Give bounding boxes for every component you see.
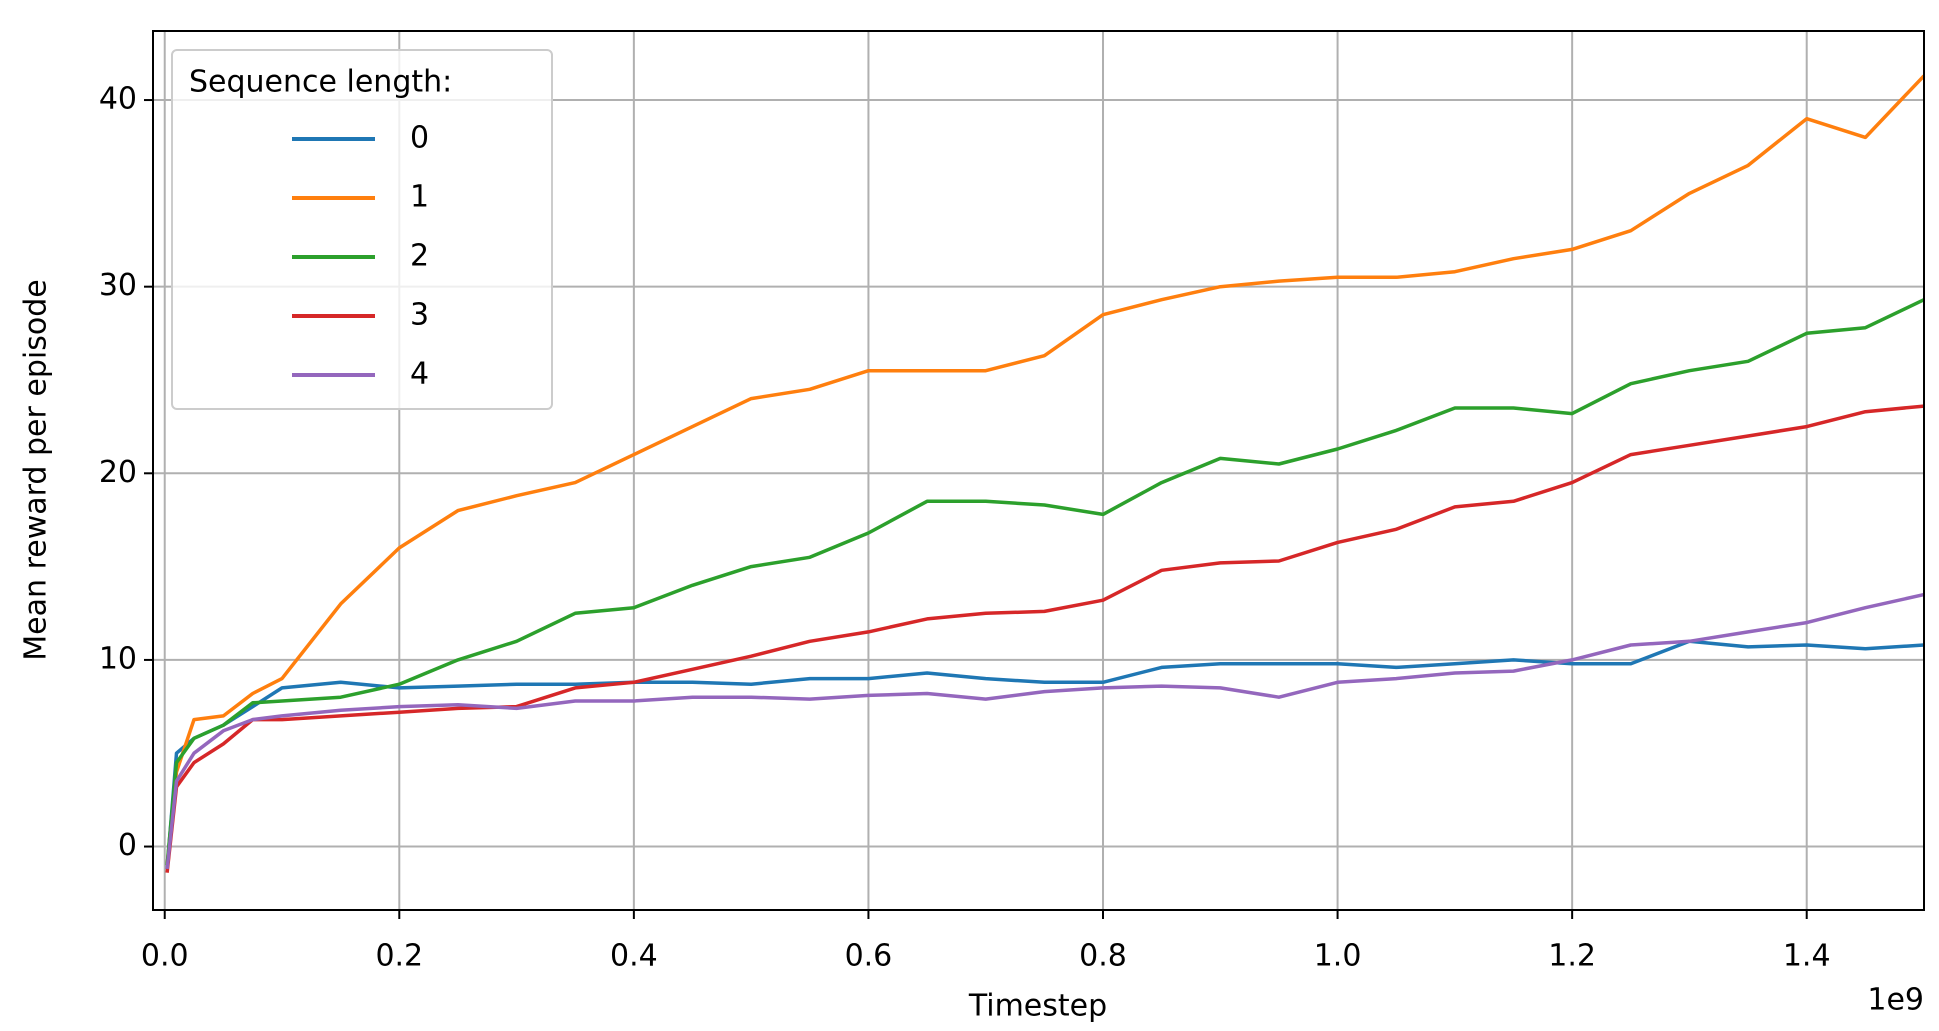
x-tick-label: 0.6 xyxy=(845,939,893,974)
y-tick-label: 40 xyxy=(99,82,137,117)
x-axis-label: Timestep xyxy=(968,989,1107,1024)
x-offset-label: 1e9 xyxy=(1867,983,1924,1018)
line-series xyxy=(165,639,1925,870)
line-series xyxy=(165,404,1925,873)
x-tick-label: 1.0 xyxy=(1314,939,1362,974)
plot-frame xyxy=(152,30,1925,911)
legend-label: 4 xyxy=(410,357,429,392)
legend-label: 2 xyxy=(410,239,429,274)
x-tick-label: 1.2 xyxy=(1548,939,1596,974)
y-tick-label: 20 xyxy=(99,455,137,490)
line-series xyxy=(165,74,1926,866)
line-series xyxy=(165,298,1925,866)
y-tick-label: 30 xyxy=(99,268,137,303)
x-tick-label: 0.8 xyxy=(1079,939,1127,974)
y-tick-label: 10 xyxy=(99,641,137,676)
legend-title: Sequence length: xyxy=(189,65,452,100)
x-tick-label: 0.0 xyxy=(141,939,189,974)
x-tick-label: 0.2 xyxy=(375,939,423,974)
legend-label: 3 xyxy=(410,298,429,333)
legend-box xyxy=(171,49,553,410)
legend-label: 0 xyxy=(410,121,429,156)
x-tick-label: 0.4 xyxy=(610,939,658,974)
line-series xyxy=(165,592,1925,870)
y-tick-label: 0 xyxy=(118,828,137,863)
legend-label: 1 xyxy=(410,180,429,215)
x-tick-label: 1.4 xyxy=(1783,939,1831,974)
y-axis-label: Mean reward per episode xyxy=(19,279,54,660)
